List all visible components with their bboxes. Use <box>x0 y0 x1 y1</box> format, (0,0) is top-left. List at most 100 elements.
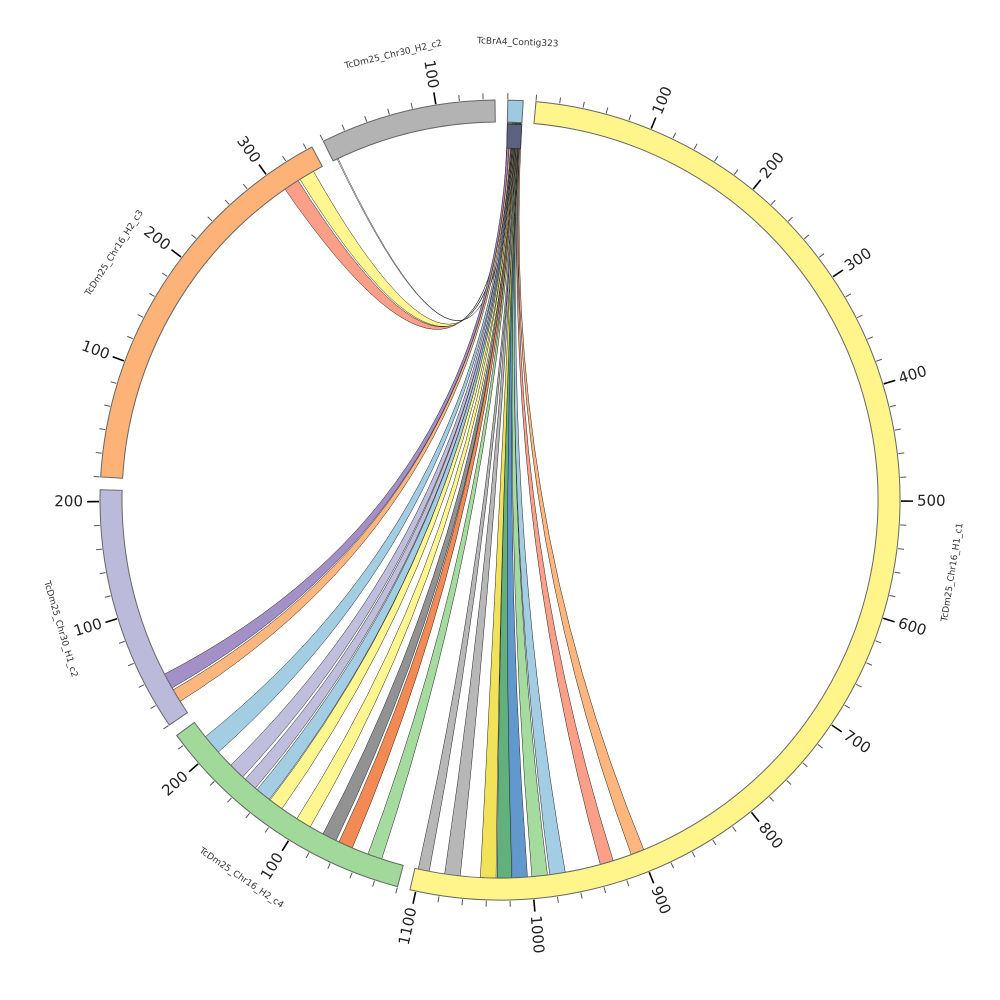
minor-tick <box>387 108 390 115</box>
minor-tick <box>245 812 251 819</box>
major-tick <box>752 179 762 190</box>
minor-tick <box>580 892 583 899</box>
minor-tick <box>876 358 883 362</box>
major-tick <box>883 379 896 385</box>
tick-label: 200 <box>140 222 174 254</box>
minor-tick <box>769 796 774 802</box>
minor-tick <box>149 292 155 297</box>
minor-tick <box>626 880 630 887</box>
minor-tick <box>264 827 270 833</box>
minor-tick <box>110 381 117 384</box>
major-tick <box>832 269 844 278</box>
major-tick <box>258 164 267 175</box>
minor-tick <box>395 887 398 894</box>
minor-tick <box>163 725 169 730</box>
minor-tick <box>372 880 375 887</box>
minor-tick <box>733 169 739 175</box>
minor-tick <box>99 428 106 431</box>
minor-tick <box>693 143 698 150</box>
minor-tick <box>714 155 719 162</box>
minor-tick <box>787 216 793 222</box>
minor-tick <box>319 134 324 141</box>
minor-tick <box>818 253 825 258</box>
tick-label: 1000 <box>527 915 548 955</box>
minor-tick <box>889 404 896 408</box>
minor-tick <box>670 862 675 869</box>
minor-tick <box>461 899 464 906</box>
major-tick <box>650 117 657 129</box>
minor-tick <box>875 640 882 644</box>
minor-tick <box>803 234 810 240</box>
links-layer <box>164 121 645 879</box>
minor-tick <box>282 155 287 162</box>
minor-tick <box>137 314 144 318</box>
major-tick <box>533 899 536 912</box>
ideogram-layer <box>99 99 901 901</box>
minor-tick <box>242 183 248 190</box>
major-tick <box>412 891 417 904</box>
minor-tick <box>327 863 331 869</box>
minor-tick <box>894 571 901 574</box>
minor-tick <box>207 216 213 222</box>
minor-tick <box>845 293 852 298</box>
major-tick <box>831 724 843 733</box>
tick-label: 100 <box>79 336 112 363</box>
minor-tick <box>104 404 111 407</box>
contig-inner-track <box>506 123 523 150</box>
minor-tick <box>341 124 345 131</box>
minor-tick <box>95 548 103 551</box>
minor-tick <box>889 594 896 598</box>
minor-tick <box>732 826 737 832</box>
minor-tick <box>104 595 111 598</box>
major-tick <box>105 618 118 624</box>
tick-label: 800 <box>755 819 787 853</box>
major-tick <box>112 355 125 362</box>
minor-tick <box>95 452 102 454</box>
tick-label: 200 <box>54 492 83 510</box>
tick-label: 300 <box>233 133 264 167</box>
minor-tick <box>898 452 905 455</box>
chromosome-segment-2[interactable] <box>175 721 404 888</box>
minor-tick <box>582 101 585 108</box>
minor-tick <box>224 199 230 205</box>
tick-label: 500 <box>917 492 946 510</box>
minor-tick <box>161 272 168 277</box>
chromosome-label-4: TcDm25_Chr16_H2_c3 <box>83 209 146 299</box>
tick-label: 100 <box>72 614 105 640</box>
tick-label: 600 <box>896 614 929 640</box>
tick-label: 100 <box>420 59 442 90</box>
minor-tick <box>712 839 717 846</box>
minor-tick <box>302 143 307 150</box>
tick-label: 1100 <box>395 906 421 947</box>
tick-label: 200 <box>756 148 788 182</box>
minor-tick <box>209 781 215 786</box>
minor-tick <box>535 94 538 101</box>
minor-tick <box>305 852 310 859</box>
minor-tick <box>770 199 776 205</box>
chromosome-label-1: TcDm25_Chr16_H1_c1 <box>940 522 966 623</box>
minor-tick <box>691 851 696 858</box>
minor-tick <box>99 572 106 575</box>
minor-tick <box>410 102 413 109</box>
tick-label: 300 <box>841 244 875 275</box>
minor-tick <box>191 234 197 239</box>
minor-tick <box>138 684 145 688</box>
minor-tick <box>437 896 440 903</box>
chromosome-segment-3[interactable] <box>99 489 189 726</box>
minor-tick <box>127 335 134 340</box>
minor-tick <box>844 704 851 709</box>
major-tick <box>170 249 182 258</box>
chromosome-segment-5[interactable] <box>322 99 496 162</box>
minor-tick <box>817 744 823 749</box>
major-tick <box>750 811 760 823</box>
minor-tick <box>855 683 862 688</box>
chromosome-segment-1[interactable] <box>409 101 901 901</box>
major-tick <box>281 840 290 852</box>
minor-tick <box>559 97 562 104</box>
minor-tick <box>867 336 874 340</box>
chromosome-segment-0[interactable] <box>506 99 524 124</box>
tick-label: 900 <box>647 884 674 917</box>
chromosome-segment-4[interactable] <box>100 146 323 479</box>
minor-tick <box>128 662 134 667</box>
